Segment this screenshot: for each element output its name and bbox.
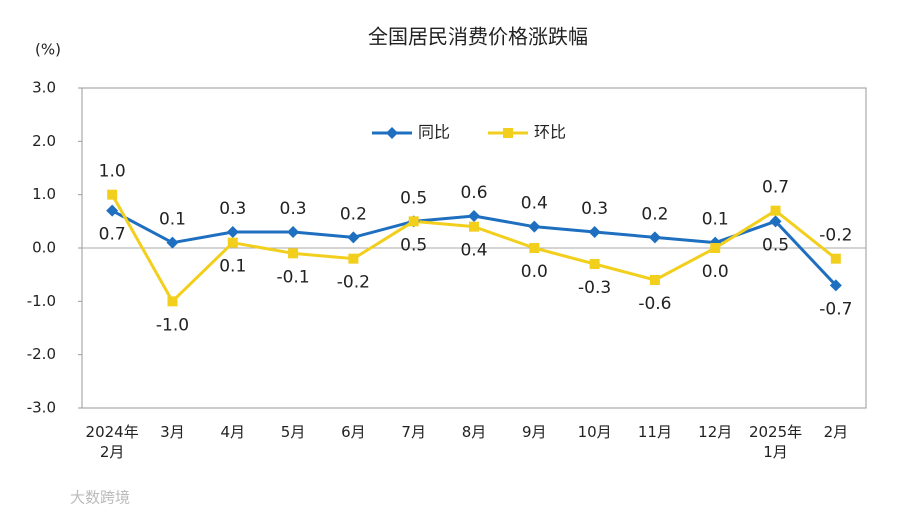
x-tick-label: 3月 (160, 423, 185, 441)
value-label: 0.1 (159, 210, 186, 230)
point (528, 220, 541, 233)
value-label: 0.5 (400, 235, 427, 255)
point (829, 279, 842, 292)
point (166, 236, 179, 249)
point (649, 275, 660, 285)
value-label: 0.3 (581, 199, 608, 219)
point (288, 248, 299, 259)
point (710, 243, 721, 253)
value-label: 0.4 (521, 194, 548, 214)
y-tick-label: -2.0 (27, 345, 56, 363)
point (468, 210, 480, 222)
point (648, 231, 661, 244)
y-tick-label: 1.0 (32, 185, 56, 203)
value-label: 0.5 (762, 235, 789, 255)
value-label: 0.7 (99, 225, 126, 245)
point (769, 215, 782, 228)
point (529, 243, 540, 253)
chart-title: 全国居民消费价格涨跌幅 (368, 25, 588, 49)
legend-marker (386, 127, 398, 139)
y-tick-label: 0.0 (32, 239, 56, 257)
point (469, 221, 479, 232)
x-tick-label: 5月 (280, 423, 306, 441)
point (167, 296, 178, 307)
y-tick-label: 3.0 (32, 79, 56, 97)
value-label: -0.2 (337, 273, 370, 293)
value-label: 0.0 (521, 262, 548, 282)
x-tick-label: 9月 (522, 423, 547, 441)
point (770, 205, 781, 216)
legend-label: 环比 (534, 123, 566, 142)
x-tick-label: 8月 (461, 423, 487, 441)
point (226, 226, 239, 238)
x-tick-label: 4月 (220, 423, 246, 441)
legend-label: 同比 (418, 123, 450, 142)
x-tick-label: 6月 (341, 423, 366, 441)
value-label: 1.0 (99, 162, 126, 182)
x-tick-label: 10月 (577, 423, 612, 441)
point (106, 204, 119, 217)
value-label: 0.3 (219, 199, 246, 219)
value-label: 0.4 (460, 241, 487, 261)
value-label: 0.0 (702, 262, 729, 282)
point (227, 237, 238, 248)
value-label: 0.6 (460, 183, 487, 203)
y-tick-label: -3.0 (27, 399, 56, 417)
y-tick-label: -1.0 (27, 292, 56, 310)
value-label: 0.5 (400, 188, 427, 208)
point (107, 189, 118, 200)
value-label: 0.1 (219, 257, 246, 277)
value-label: -0.7 (819, 299, 852, 319)
value-label: -0.3 (578, 278, 611, 298)
y-tick-label: 2.0 (32, 132, 56, 150)
legend-marker (503, 128, 513, 138)
point (589, 259, 600, 269)
point (830, 253, 841, 264)
point (347, 231, 360, 244)
x-tick-label: 12月 (698, 423, 733, 441)
x-tick-label: 2025年 1月 (748, 423, 803, 461)
x-tick-label: 2月 (823, 423, 849, 441)
y-axis-label: (%) (35, 41, 61, 59)
point (588, 226, 601, 238)
value-label: 0.7 (762, 178, 789, 198)
value-label: -0.6 (638, 294, 671, 314)
value-label: 0.2 (641, 204, 668, 224)
value-label: 0.3 (280, 199, 307, 219)
x-tick-label: 7月 (401, 423, 426, 441)
value-label: 0.2 (340, 204, 367, 224)
value-label: -0.1 (276, 267, 309, 287)
point (348, 253, 359, 264)
value-label: -0.2 (819, 226, 852, 246)
x-tick-label: 2024年 2月 (85, 423, 139, 461)
value-label: 0.1 (702, 210, 729, 230)
x-tick-label: 11月 (637, 423, 672, 441)
watermark: 大数跨境 (70, 489, 130, 507)
point (408, 216, 419, 227)
point (287, 226, 300, 238)
value-label: -1.0 (156, 315, 189, 335)
